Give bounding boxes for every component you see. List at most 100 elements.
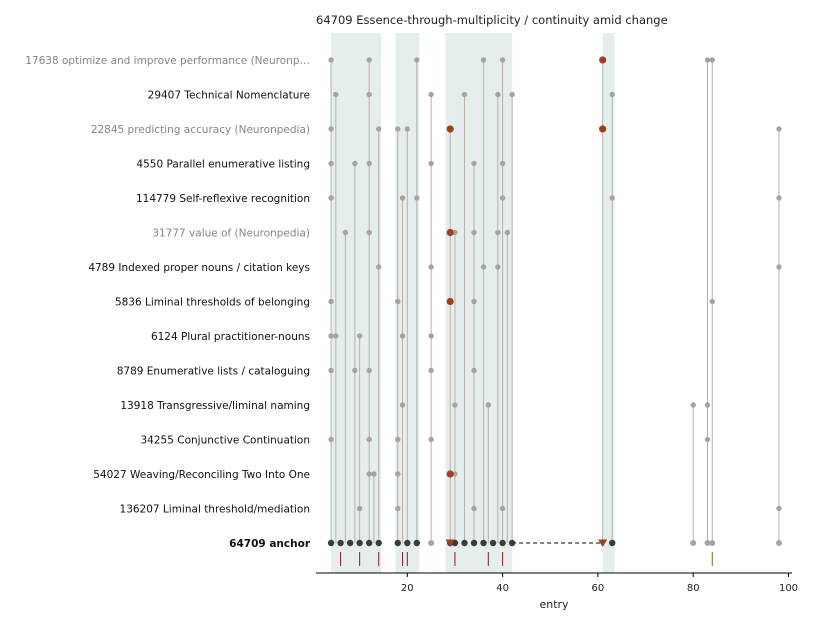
anchor-point-light bbox=[690, 540, 697, 546]
data-point bbox=[428, 367, 434, 374]
row-label: 34255 Conjunctive Continuation bbox=[141, 435, 311, 447]
data-point bbox=[776, 126, 782, 132]
x-tick-label: 100 bbox=[779, 583, 798, 594]
data-point bbox=[404, 126, 410, 132]
data-point bbox=[366, 91, 372, 98]
x-axis-label: entry bbox=[539, 598, 569, 611]
row-label: 136207 Liminal threshold/mediation bbox=[120, 504, 310, 516]
data-point bbox=[509, 91, 515, 98]
data-point bbox=[328, 195, 334, 201]
data-point bbox=[395, 126, 401, 132]
anchor-point bbox=[327, 539, 335, 547]
data-point bbox=[499, 57, 506, 63]
anchor-point bbox=[337, 539, 344, 547]
data-point bbox=[399, 402, 406, 408]
data-point bbox=[428, 333, 434, 339]
highlight-point bbox=[599, 56, 607, 64]
data-point bbox=[366, 57, 372, 63]
anchor-point bbox=[608, 539, 616, 547]
data-point bbox=[485, 402, 492, 408]
row-label: 29407 Technical Nomenclature bbox=[148, 90, 310, 102]
row-label: 22845 predicting accuracy (Neuronpedia) bbox=[91, 124, 310, 136]
data-point bbox=[366, 367, 372, 374]
data-point bbox=[428, 264, 434, 270]
anchor-point bbox=[470, 539, 478, 547]
data-point bbox=[356, 333, 363, 339]
row-label: 13918 Transgressive/liminal naming bbox=[120, 400, 310, 412]
highlight-band bbox=[445, 33, 513, 573]
data-point bbox=[471, 160, 477, 167]
highlight-point bbox=[446, 228, 454, 237]
data-point bbox=[471, 229, 477, 236]
data-point bbox=[461, 91, 468, 98]
data-point bbox=[704, 436, 711, 443]
data-point bbox=[471, 367, 477, 374]
row-label: 5836 Liminal thresholds of belonging bbox=[115, 297, 310, 309]
data-point bbox=[776, 505, 782, 512]
data-point bbox=[366, 229, 372, 236]
data-point bbox=[399, 195, 406, 201]
data-point bbox=[333, 333, 339, 339]
data-point bbox=[352, 367, 358, 374]
highlight-point bbox=[599, 125, 607, 133]
chart-title: 64709 Essence-through-multiplicity / con… bbox=[316, 13, 668, 27]
data-point bbox=[609, 91, 615, 98]
data-point bbox=[328, 333, 334, 339]
data-point bbox=[499, 505, 506, 512]
highlight-point bbox=[446, 125, 454, 133]
data-point bbox=[366, 471, 372, 477]
data-point bbox=[471, 298, 477, 305]
anchor-point bbox=[489, 539, 497, 547]
data-point bbox=[452, 229, 458, 236]
highlight-point bbox=[446, 470, 454, 478]
row-label: 114779 Self-reflexive recognition bbox=[136, 193, 310, 205]
x-tick-label: 20 bbox=[401, 583, 414, 594]
anchor-point-light bbox=[775, 540, 782, 546]
data-point bbox=[495, 229, 501, 236]
data-point bbox=[480, 57, 487, 63]
x-tick-label: 60 bbox=[592, 583, 605, 594]
data-point bbox=[395, 436, 401, 443]
data-point bbox=[495, 264, 501, 270]
data-point bbox=[366, 436, 372, 443]
highlight-band bbox=[331, 33, 382, 573]
anchor-point bbox=[461, 539, 468, 547]
data-point bbox=[499, 160, 506, 167]
data-point bbox=[690, 402, 696, 408]
row-label: 31777 value of (Neuronpedia) bbox=[152, 228, 310, 240]
data-point bbox=[452, 471, 458, 477]
anchor-point bbox=[356, 539, 363, 547]
anchor-point bbox=[480, 539, 487, 547]
data-point bbox=[333, 91, 339, 98]
data-point bbox=[704, 402, 711, 408]
anchor-point bbox=[394, 539, 401, 547]
highlight-point bbox=[446, 297, 454, 306]
data-point bbox=[776, 195, 782, 201]
row-label: 8789 Enumerative lists / cataloguing bbox=[117, 366, 310, 378]
data-point bbox=[414, 195, 420, 201]
data-point bbox=[371, 471, 377, 477]
data-point bbox=[709, 298, 715, 305]
data-point bbox=[342, 229, 349, 236]
anchor-point bbox=[413, 539, 421, 547]
data-point bbox=[356, 505, 363, 512]
data-point bbox=[395, 471, 401, 477]
data-point bbox=[399, 333, 406, 339]
anchor-point-light bbox=[704, 540, 711, 546]
data-point bbox=[395, 505, 401, 512]
data-point bbox=[395, 298, 401, 305]
anchor-point bbox=[508, 539, 516, 547]
anchor-point bbox=[499, 539, 506, 547]
data-point bbox=[471, 505, 477, 512]
data-point bbox=[704, 57, 711, 63]
data-point bbox=[376, 264, 382, 270]
anchor-marker-triangle bbox=[445, 539, 455, 547]
data-point bbox=[328, 367, 334, 374]
data-point bbox=[495, 91, 501, 98]
anchor-point bbox=[346, 539, 354, 547]
highlight-band bbox=[602, 33, 615, 573]
data-point bbox=[352, 160, 358, 167]
data-point bbox=[452, 402, 458, 408]
data-point bbox=[328, 160, 334, 167]
